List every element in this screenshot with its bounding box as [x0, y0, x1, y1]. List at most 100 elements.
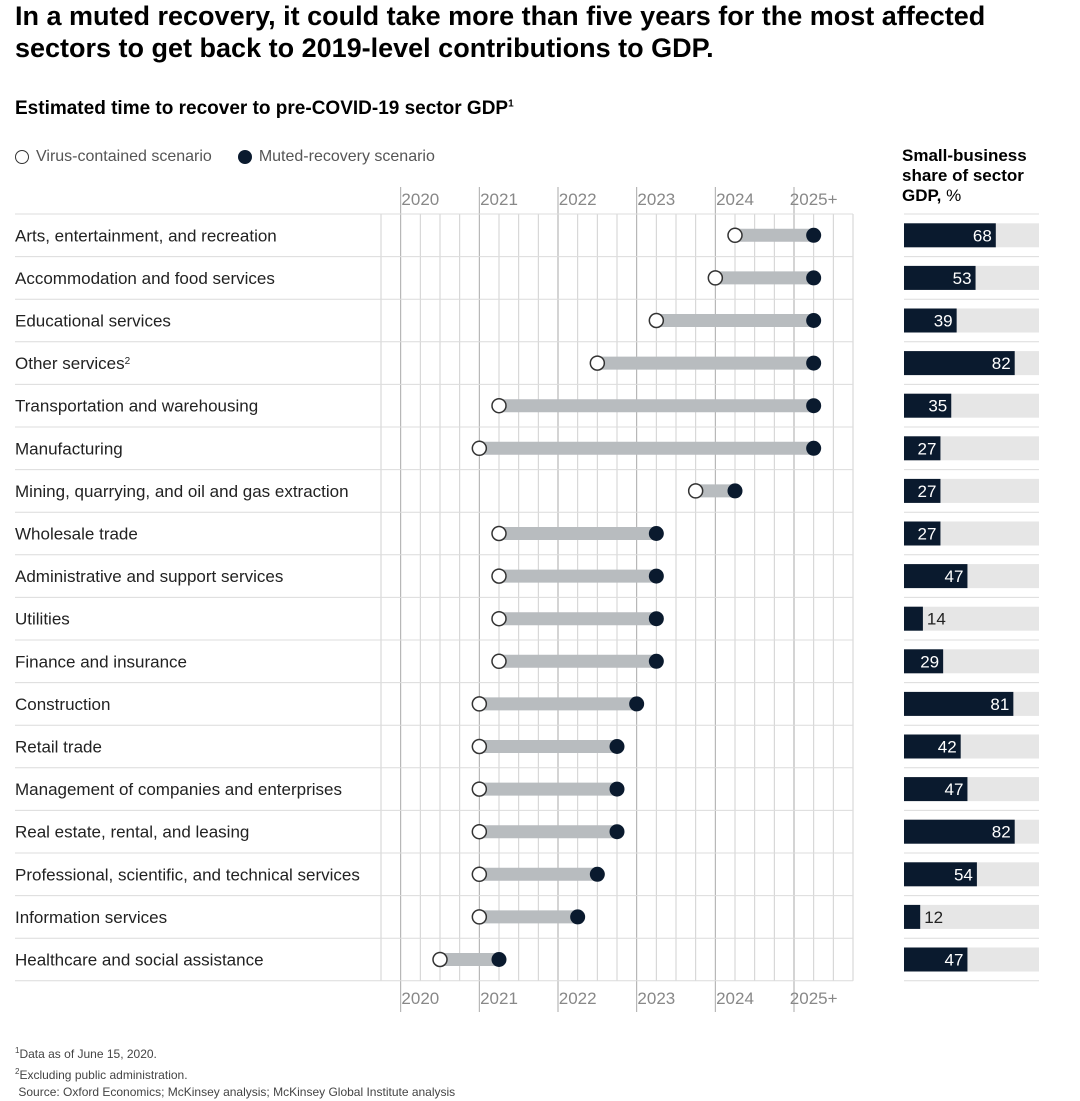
share-value-label: 12 — [924, 908, 943, 927]
sb-header-line3-wrap: GDP, % — [902, 186, 1072, 206]
footnotes: 1Data as of June 15, 2020. 2Excluding pu… — [15, 1042, 455, 1101]
share-track — [904, 606, 1039, 631]
footnote-2: 2Excluding public administration. — [15, 1063, 455, 1084]
sb-header-line3: GDP, — [902, 186, 942, 205]
share-bar — [904, 351, 1015, 376]
virus-contained-point — [471, 823, 488, 840]
share-bar — [904, 691, 1014, 716]
muted-recovery-point — [609, 824, 625, 840]
x-tick-label-top: 2023 — [637, 190, 675, 209]
footnote-1: 1Data as of June 15, 2020. — [15, 1042, 455, 1063]
footnote-2-mark: 2 — [15, 1067, 20, 1076]
virus-contained-point — [471, 781, 488, 797]
share-value-label: 35 — [928, 397, 947, 416]
virus-contained-point — [471, 696, 488, 712]
share-value-label: 29 — [920, 652, 939, 671]
sector-label: Mining, quarrying, and oil and gas extra… — [15, 482, 349, 501]
share-value-label: 68 — [973, 226, 992, 245]
footnote-1-text: Data as of June 15, 2020. — [19, 1047, 157, 1061]
virus-contained-point — [687, 483, 704, 499]
x-tick-label-top: 2021 — [480, 190, 518, 209]
share-bar — [904, 819, 1015, 844]
subtitle-footnote-mark: 1 — [508, 98, 514, 110]
muted-recovery-point — [806, 313, 822, 328]
sector-label: Finance and insurance — [15, 652, 187, 671]
muted-recovery-point — [806, 270, 822, 286]
muted-recovery-point — [648, 611, 664, 627]
dumbbell-chart: 2020 2020 2021 2021 2022 2022 2023 2023 2024 2024… — [15, 187, 1039, 1012]
muted-recovery-point — [806, 355, 822, 371]
x-tick-label-bottom: 2020 — [401, 989, 439, 1008]
legend: Virus-contained scenario Muted-recovery … — [15, 147, 461, 167]
share-value-label: 54 — [954, 865, 973, 884]
sector-footnote-mark: 2 — [125, 356, 131, 367]
filled-circle-icon — [237, 150, 252, 164]
share-value-label: 47 — [945, 951, 964, 970]
share-value-label: 53 — [953, 269, 972, 288]
subtitle-text: Estimated time to recover to pre-COVID-1… — [15, 98, 509, 119]
share-bar — [904, 947, 968, 972]
muted-recovery-point — [609, 781, 625, 797]
share-bar — [904, 862, 977, 887]
virus-contained-point — [648, 312, 665, 329]
share-value-label: 47 — [945, 780, 964, 799]
share-bar — [904, 734, 961, 759]
sector-label: Accommodation and food services — [15, 269, 275, 288]
share-value-label: 82 — [992, 354, 1011, 373]
x-tick-label-bottom: 2022 — [559, 989, 597, 1008]
source-note: Source: Oxford Economics; McKinsey analy… — [15, 1084, 455, 1101]
muted-recovery-point — [727, 483, 743, 499]
chart-subtitle: Estimated time to recover to pre-COVID-1… — [15, 98, 514, 120]
share-bar — [904, 649, 944, 674]
muted-recovery-point — [648, 526, 664, 541]
muted-recovery-point — [648, 653, 664, 669]
share-bar — [904, 777, 968, 802]
share-bar — [904, 904, 921, 929]
share-value-label: 27 — [918, 439, 937, 458]
footnote-2-text: Excluding public administration. — [19, 1068, 188, 1082]
sb-header-unit: % — [946, 186, 962, 205]
virus-contained-point — [491, 568, 507, 584]
headline: In a muted recovery, it could take more … — [15, 1, 986, 63]
sector-label: Professional, scientific, and technical … — [15, 865, 360, 884]
footnote-1-mark: 1 — [15, 1046, 20, 1055]
sector-label: Administrative and support services — [15, 567, 283, 586]
muted-recovery-point — [570, 909, 586, 925]
share-bar — [904, 564, 968, 589]
legend-item-contained: Virus-contained scenario — [15, 148, 212, 166]
share-value-label: 81 — [990, 695, 1009, 714]
share-bar — [904, 521, 941, 546]
share-bar — [904, 393, 952, 418]
x-tick-label-top: 2020 — [401, 190, 439, 209]
share-value-label: 14 — [927, 610, 946, 629]
sb-header-line2: share of sector — [902, 166, 1024, 185]
x-tick-label-bottom: 2023 — [637, 989, 675, 1008]
virus-contained-point — [491, 397, 507, 414]
share-value-label: 39 — [934, 312, 953, 331]
x-tick-label-top: 2022 — [559, 190, 597, 209]
x-tick-label-bottom: 2025+ — [790, 989, 838, 1008]
muted-recovery-point — [609, 739, 625, 754]
sector-label: Arts, entertainment, and recreation — [15, 226, 277, 245]
share-bar — [904, 606, 923, 631]
muted-recovery-point — [806, 227, 822, 243]
sector-label: Management of companies and enterprises — [15, 780, 342, 799]
open-circle-icon — [15, 150, 29, 164]
share-value-label: 42 — [938, 738, 957, 757]
muted-recovery-point — [491, 952, 507, 967]
sector-label: Utilities — [15, 610, 70, 629]
muted-recovery-point — [589, 866, 605, 882]
muted-recovery-point — [806, 440, 822, 456]
legend-label-contained: Virus-contained scenario — [36, 148, 212, 165]
small-business-header: Small-business share of sector GDP, % — [902, 146, 1072, 206]
virus-contained-point — [491, 653, 507, 670]
x-tick-label-bottom: 2021 — [480, 989, 518, 1008]
share-bar — [904, 478, 941, 503]
sector-label: Wholesale trade — [15, 525, 138, 544]
virus-contained-point — [471, 866, 488, 883]
sector-label: Other services2 — [15, 354, 131, 373]
sector-label: Healthcare and social assistance — [15, 951, 264, 970]
legend-label-muted: Muted-recovery scenario — [258, 148, 435, 165]
muted-recovery-point — [629, 696, 645, 712]
share-value-label: 82 — [992, 823, 1011, 842]
